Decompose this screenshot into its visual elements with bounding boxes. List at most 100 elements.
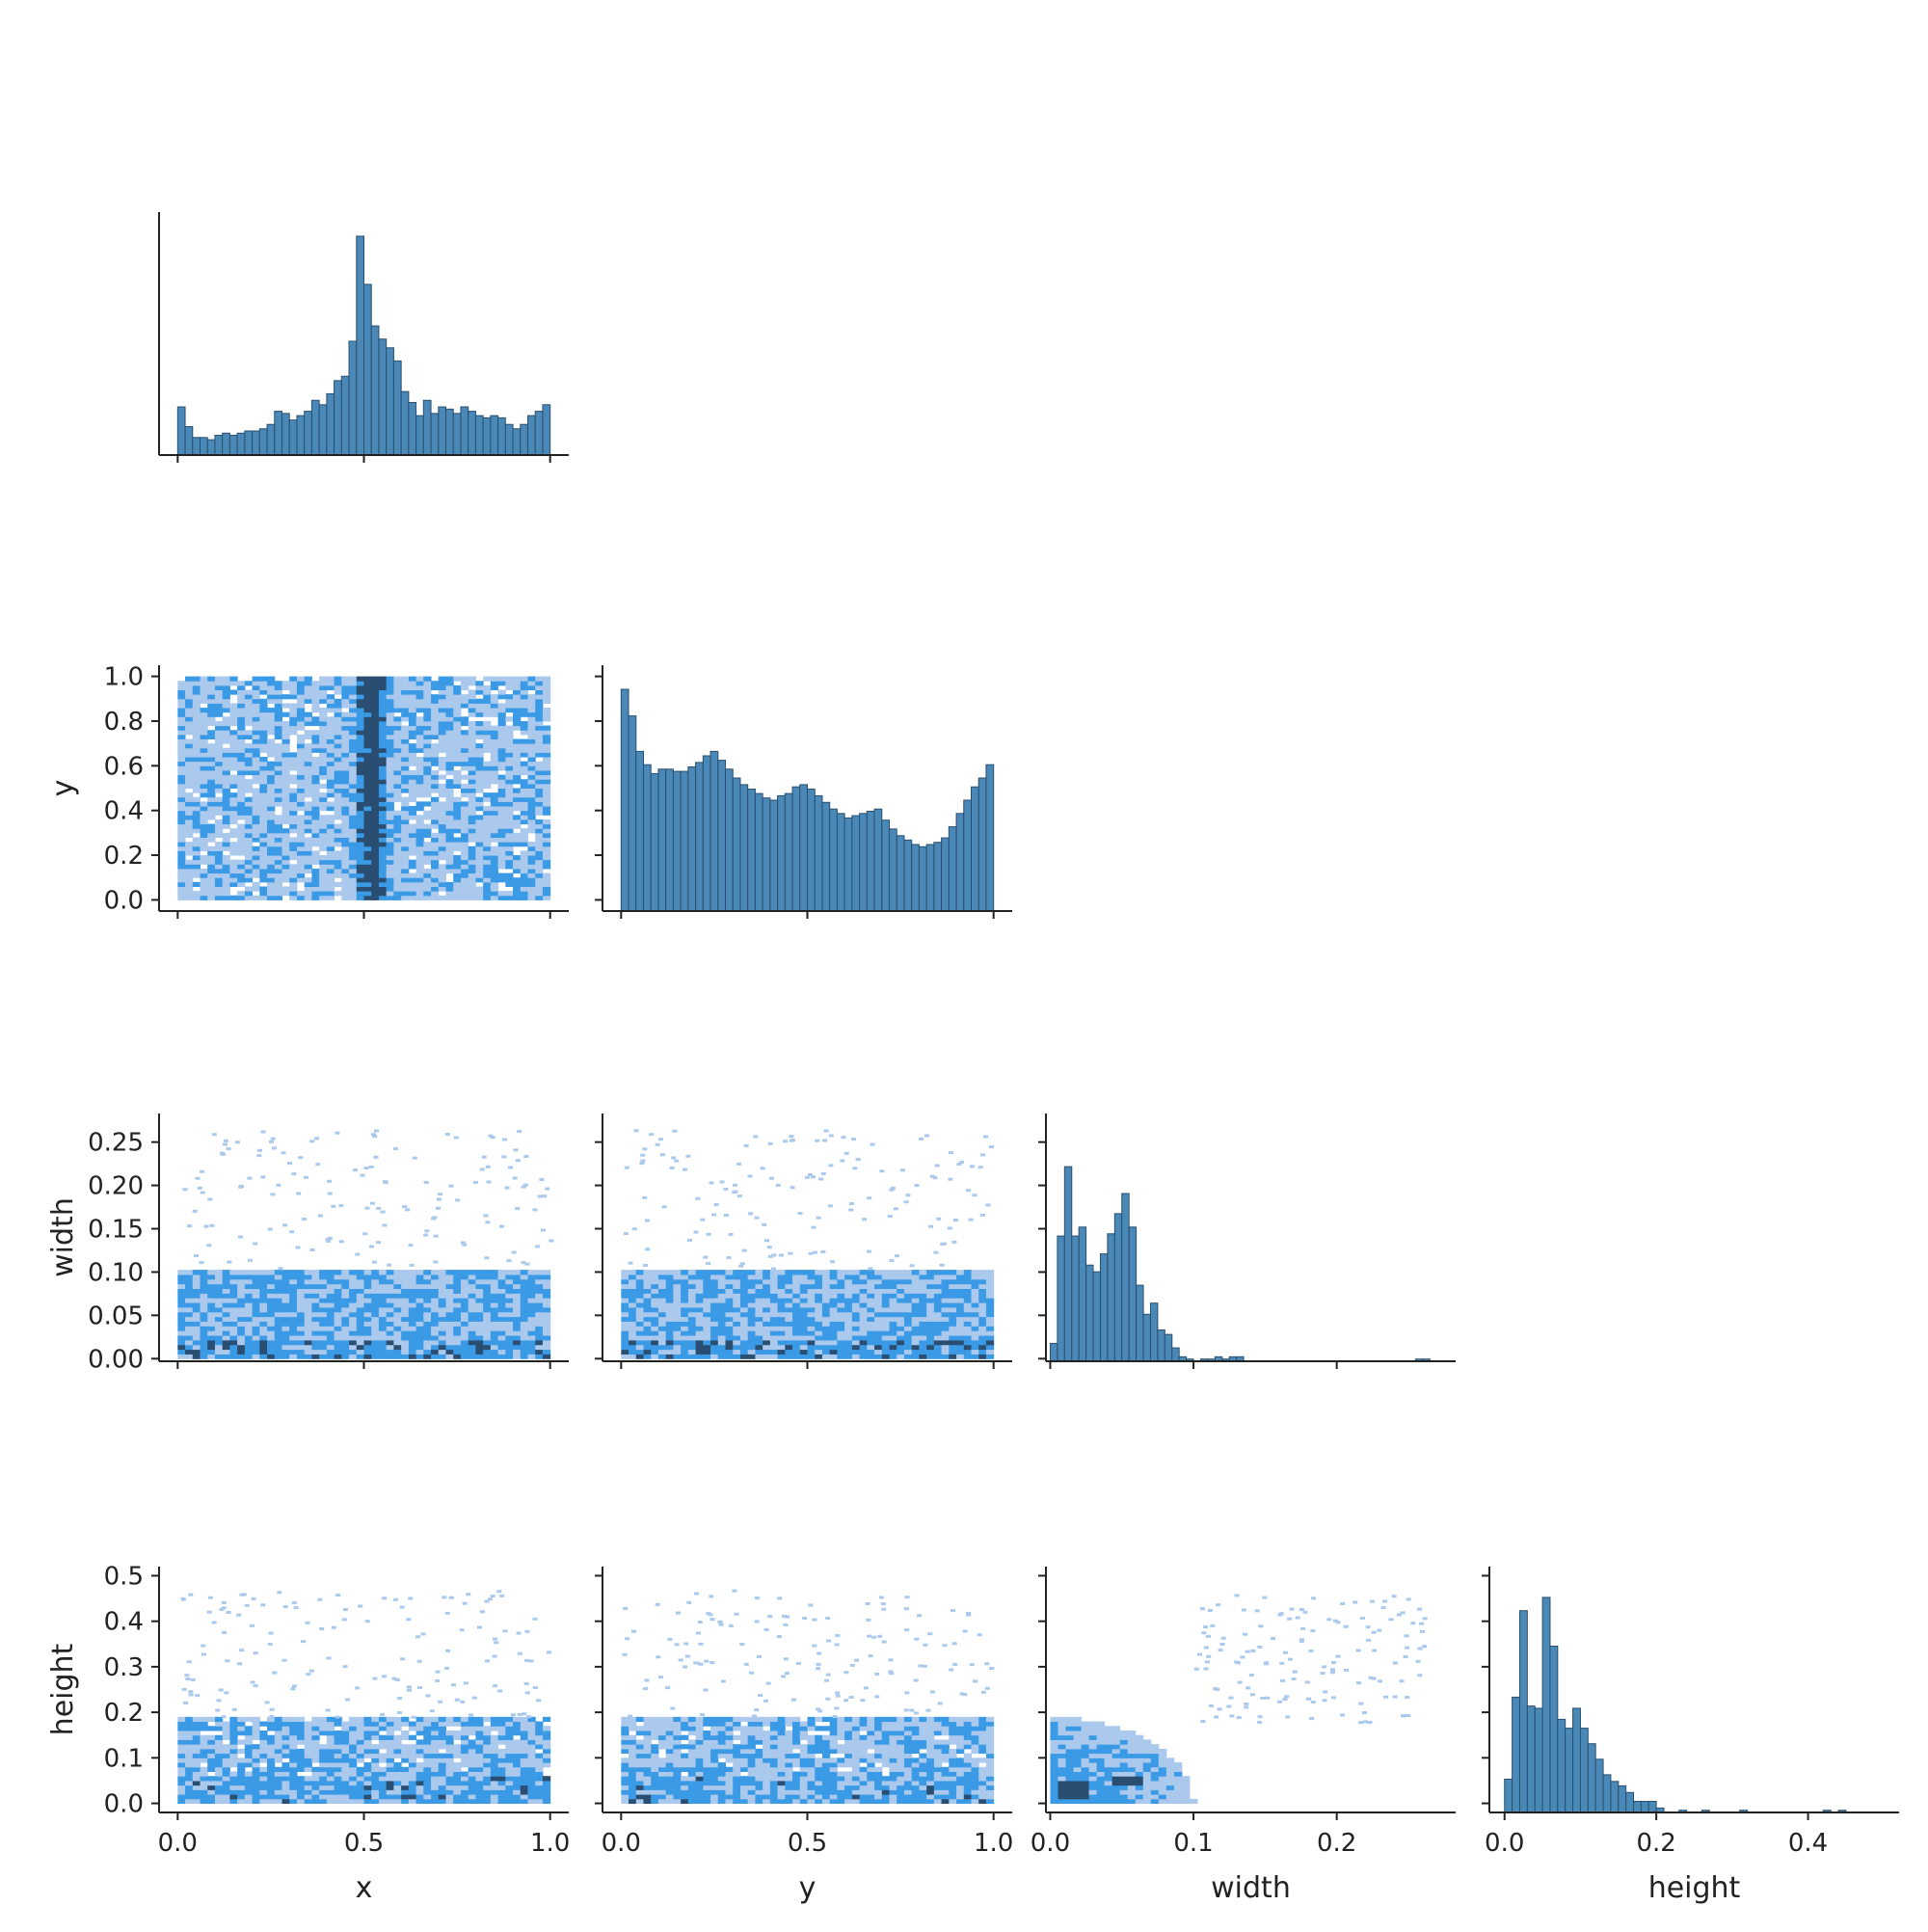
hist-bar-x-2: [193, 438, 201, 455]
hist-bar-height-12: [1595, 1759, 1603, 1812]
hist-bar-height-3: [1527, 1706, 1535, 1812]
hist-bar-y-45: [956, 814, 964, 911]
hist-bar-height-16: [1626, 1792, 1634, 1812]
y-tick-label: 1.0: [104, 663, 144, 692]
hist-bar-x-30: [401, 391, 409, 455]
hist-bar-height-6: [1550, 1647, 1558, 1813]
hist-bar-y-43: [942, 838, 950, 911]
hist-bar-y-16: [740, 785, 748, 911]
hist-bar-height-7: [1558, 1719, 1566, 1812]
hist-bar-width-12: [1137, 1285, 1143, 1361]
hist-bar-x-31: [409, 403, 416, 455]
x-tick-label: 1.0: [974, 1829, 1013, 1858]
hist-bar-width-10: [1122, 1194, 1129, 1361]
x-axis-title-height: height: [1648, 1871, 1741, 1905]
x-tick-label: 0.2: [1636, 1829, 1675, 1858]
x-tick-label: 0.1: [1173, 1829, 1213, 1858]
hist2d-y-width: [621, 1129, 994, 1359]
hist-bar-height-13: [1603, 1775, 1611, 1812]
hist-bar-x-35: [439, 407, 446, 455]
hist-bar-y-6: [666, 769, 674, 911]
y-tick-label: 0.3: [104, 1653, 144, 1682]
hist-bar-width-2: [1064, 1167, 1071, 1361]
hist-bar-x-7: [229, 436, 237, 455]
hist-bar-y-4: [651, 773, 658, 911]
hist-bar-x-15: [289, 420, 297, 455]
hist-bar-x-48: [535, 412, 543, 455]
x-tick-label: 1.0: [530, 1829, 570, 1858]
hist-bar-y-22: [785, 793, 792, 911]
hist-bar-x-10: [253, 431, 260, 455]
hist-bar-x-19: [319, 405, 327, 455]
hist-bar-y-31: [852, 816, 860, 911]
hist-bar-height-17: [1634, 1802, 1642, 1813]
hist-bar-x-37: [453, 414, 461, 455]
hist2d-y-height: [621, 1590, 994, 1804]
hist-bar-width-7: [1100, 1254, 1107, 1361]
hist-bar-x-12: [267, 424, 275, 455]
hist2d-x-width: [177, 1130, 553, 1359]
x-axis-title-width: width: [1211, 1871, 1291, 1905]
hist-bar-x-17: [305, 412, 312, 455]
x-tick-label: 0.5: [344, 1829, 384, 1858]
hist-bar-y-1: [629, 716, 636, 911]
hist-bar-width-3: [1072, 1236, 1079, 1361]
hist-bar-y-27: [822, 802, 830, 911]
y-axis-title-height: height: [46, 1643, 80, 1735]
hist-bar-width-1: [1058, 1236, 1064, 1361]
hist-bar-x-18: [311, 400, 319, 455]
hist-bar-x-32: [416, 416, 424, 455]
y-tick-label: 0.5: [104, 1562, 144, 1591]
hist-bar-x-42: [491, 416, 498, 455]
x-tick-label: 0.4: [1788, 1829, 1828, 1858]
hist-bar-x-23: [349, 341, 357, 455]
hist-bar-x-49: [543, 405, 550, 455]
hist-bar-x-3: [201, 438, 208, 455]
hist-bar-y-3: [644, 765, 652, 911]
hist-bar-height-4: [1535, 1708, 1542, 1812]
hist-bar-y-14: [726, 769, 734, 911]
y-tick-label: 0.00: [88, 1345, 144, 1374]
hist-bar-y-19: [763, 798, 770, 911]
y-tick-label: 0.4: [104, 797, 144, 826]
hist-bar-y-39: [912, 845, 920, 911]
hist-bar-y-38: [904, 840, 912, 911]
hist-bar-x-5: [215, 436, 223, 455]
hist-bar-x-0: [177, 407, 185, 455]
hist2d-x-y: [177, 677, 550, 900]
hist-bar-width-14: [1150, 1303, 1157, 1361]
hist-bar-x-40: [475, 416, 483, 455]
hist-bar-y-17: [748, 790, 756, 912]
hist2d-tail-x-height: [181, 1590, 551, 1719]
hist-bar-x-20: [327, 393, 335, 455]
y-tick-label: 0.25: [88, 1129, 144, 1158]
hist-bar-y-35: [882, 820, 890, 911]
hist-bar-x-8: [237, 433, 245, 455]
hist-bar-height-1: [1513, 1697, 1520, 1812]
x-tick-label: 0.0: [158, 1829, 198, 1858]
hist-bar-y-7: [673, 771, 681, 911]
hist2d-tail-y-height: [623, 1590, 995, 1718]
x-tick-label: 0.0: [602, 1829, 641, 1858]
hist-bar-y-33: [867, 812, 874, 912]
hist-bar-width-11: [1129, 1227, 1136, 1361]
hist-bar-y-5: [658, 769, 666, 911]
x-tick-label: 0.0: [1485, 1829, 1524, 1858]
hist-bar-height-0: [1505, 1780, 1513, 1813]
hist-bar-x-44: [505, 424, 513, 455]
hist-bar-y-20: [770, 800, 778, 911]
y-tick-label: 0.6: [104, 752, 144, 781]
hist-bar-width-16: [1165, 1334, 1171, 1361]
hist-bar-x-16: [297, 416, 305, 455]
hist-bar-y-37: [897, 836, 904, 911]
hist-bar-x-36: [446, 409, 454, 455]
y-tick-label: 0.4: [104, 1608, 144, 1637]
hist-bar-height-5: [1542, 1597, 1550, 1812]
x-tick-label: 0.5: [788, 1829, 827, 1858]
hist-bar-width-17: [1172, 1348, 1179, 1361]
hist-bar-x-29: [393, 361, 401, 455]
hist-bar-x-47: [528, 416, 536, 455]
histogram-y: [621, 689, 993, 911]
hist-bar-x-45: [513, 429, 521, 455]
